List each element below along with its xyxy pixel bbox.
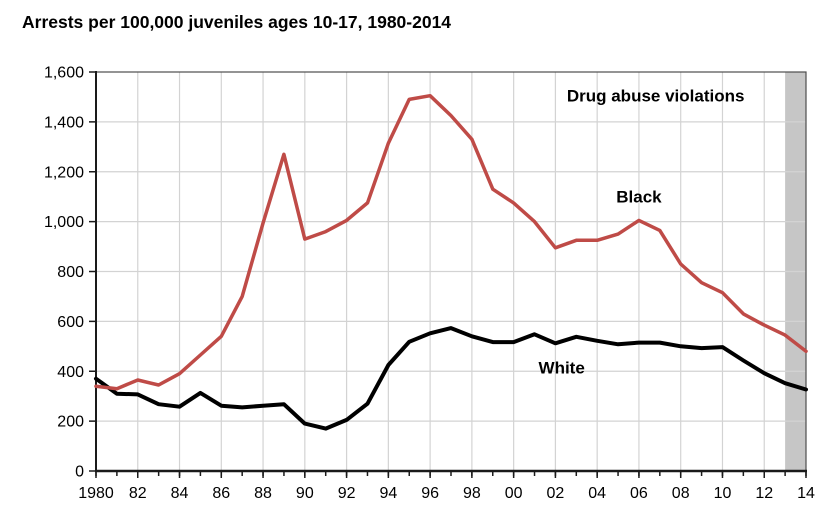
x-axis-tick-label: 92 [338,485,356,502]
x-axis-tick-label: 84 [171,485,189,502]
x-axis-tick-label: 1980 [78,485,114,502]
x-axis-tick-label: 02 [547,485,565,502]
y-axis-tick-label: 0 [75,464,84,481]
series-line-white [94,326,808,431]
annotation-black-label: Black [616,188,662,207]
y-axis-tick-label: 1,200 [44,164,84,181]
annotation-drug-abuse-violations: Drug abuse violations [567,87,745,106]
y-axis-tick-label: 1,600 [44,65,84,82]
y-axis-tick-label: 800 [57,264,84,281]
x-axis-tick-label: 96 [421,485,439,502]
x-axis-tick-label: 00 [505,485,523,502]
x-axis-tick-label: 10 [714,485,732,502]
y-axis-tick-label: 1,000 [44,214,84,231]
chart-title: Arrests per 100,000 juveniles ages 10-17… [22,12,452,32]
y-axis-tick-label: 1,400 [44,114,84,131]
x-axis-tick-label: 98 [463,485,481,502]
y-axis-tick-label: 200 [57,414,84,431]
annotation-white-label: White [539,359,585,378]
y-axis-tick-label: 600 [57,314,84,331]
x-axis-tick-label: 04 [588,485,606,502]
x-axis-tick-label: 90 [296,485,314,502]
x-axis-tick-label: 94 [379,485,397,502]
x-axis-tick-label: 06 [630,485,648,502]
x-axis-tick-label: 14 [797,485,815,502]
x-axis-tick-label: 08 [672,485,690,502]
series-line-black [94,93,808,391]
x-axis-tick-label: 86 [212,485,230,502]
y-axis-tick-label: 400 [57,364,84,381]
x-axis-tick-label: 12 [755,485,773,502]
x-axis-tick-label: 88 [254,485,272,502]
x-axis-tick-label: 82 [129,485,147,502]
